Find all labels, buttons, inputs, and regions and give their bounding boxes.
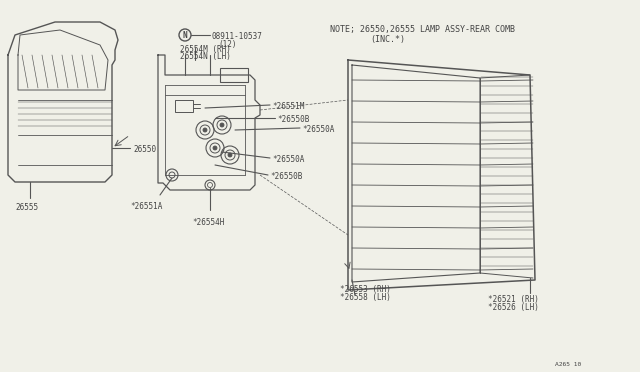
Bar [175, 100, 193, 112]
Text: *26551A: *26551A [130, 202, 163, 211]
Text: 26555: 26555 [15, 203, 38, 212]
Text: *26550A: *26550A [272, 155, 305, 164]
Text: 26550: 26550 [133, 145, 156, 154]
Text: N: N [182, 31, 188, 39]
Circle shape [220, 123, 224, 127]
Circle shape [228, 153, 232, 157]
Circle shape [213, 146, 217, 150]
Text: *26553 (RH): *26553 (RH) [340, 285, 391, 294]
Circle shape [203, 128, 207, 132]
Text: *26554H: *26554H [192, 218, 225, 227]
Text: *26550B: *26550B [270, 172, 302, 181]
Text: 26554M (RH): 26554M (RH) [180, 45, 231, 54]
Text: *26550A: *26550A [302, 125, 334, 134]
Text: *26526 (LH): *26526 (LH) [488, 303, 539, 312]
Text: NOTE; 26550,26555 LAMP ASSY-REAR COMB: NOTE; 26550,26555 LAMP ASSY-REAR COMB [330, 25, 515, 34]
Text: (12): (12) [218, 40, 237, 49]
Text: 08911-10537: 08911-10537 [212, 32, 263, 41]
Bar [220, 68, 248, 82]
Text: *26558 (LH): *26558 (LH) [340, 293, 391, 302]
Text: A265 10: A265 10 [555, 362, 581, 367]
Text: (INC.*): (INC.*) [370, 35, 405, 44]
Text: *26550B: *26550B [277, 115, 309, 124]
Text: *26551M: *26551M [272, 102, 305, 111]
Text: 26554N (LH): 26554N (LH) [180, 52, 231, 61]
Text: *26521 (RH): *26521 (RH) [488, 295, 539, 304]
